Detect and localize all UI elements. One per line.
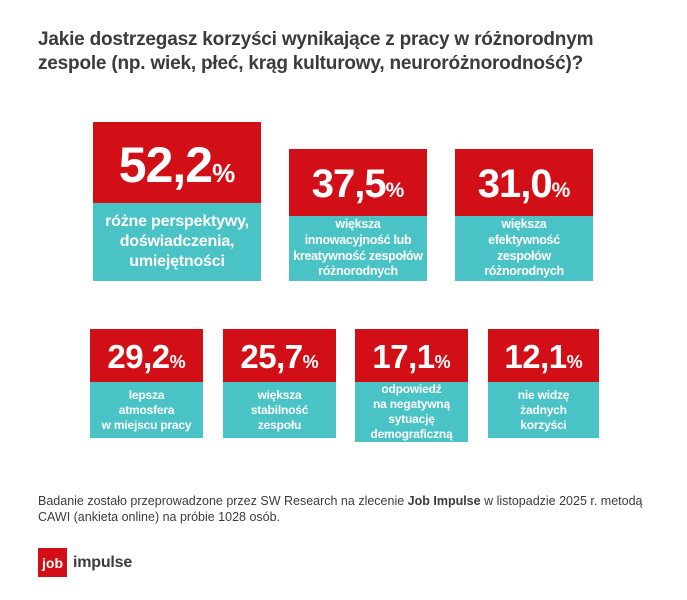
logo-job-square: job [38,548,67,577]
stat-value-line: 25,7% [240,338,318,376]
stat-value: 25,7 [240,338,303,375]
stat-value: 29,2 [107,338,170,375]
stat-value-line: 12,1% [504,338,582,376]
stat-label-panel: odpowiedź na negatywną sytuację demograf… [355,382,468,442]
logo-impulse-text: impulse [73,553,133,571]
stat-tile: 29,2% lepsza atmosfera w miejscu pracy [90,329,203,438]
stat-value-panel: 29,2% [90,329,203,382]
stat-label-panel: nie widzę żadnych korzyści [488,382,599,438]
stat-value-line: 17,1% [372,338,450,376]
stat-label: różne perspektywy, doświadczenia, umieję… [105,213,249,270]
methodology-note-prefix: Badanie zostało przeprowadzone przez SW … [38,494,408,508]
stat-value-line: 37,5% [312,162,405,207]
stat-tile: 12,1% nie widzę żadnych korzyści [488,329,599,438]
stat-tile: 52,2% różne perspektywy, doświadczenia, … [93,122,261,281]
stat-value: 17,1 [372,338,435,375]
methodology-note: Badanie zostało przeprowadzone przez SW … [38,494,668,525]
stat-label-panel: różne perspektywy, doświadczenia, umieję… [93,203,261,281]
percent-sign: % [385,178,405,202]
stat-label-panel: lepsza atmosfera w miejscu pracy [90,382,203,438]
percent-sign: % [212,157,236,188]
stat-label: większa efektywność zespołów różnorodnyc… [484,217,564,279]
stat-tile: 37,5% większa innowacyjność lub kreatywn… [289,149,427,281]
percent-sign: % [551,178,571,202]
percent-sign: % [566,352,583,372]
stat-tile: 25,7% większa stabilność zespołu [223,329,336,438]
stat-value-panel: 17,1% [355,329,468,382]
stat-value: 12,1 [504,338,567,375]
stat-value-panel: 37,5% [289,149,427,216]
brand-name-inline: Job Impulse [407,494,481,508]
stat-label-panel: większa efektywność zespołów różnorodnyc… [455,216,593,281]
stat-label: odpowiedź na negatywną sytuację demograf… [370,382,453,441]
stat-value-panel: 12,1% [488,329,599,382]
stat-value: 52,2 [118,136,213,193]
page-title: Jakie dostrzegasz korzyści wynikające z … [38,29,594,74]
job-impulse-logo: job impulse [38,548,132,577]
methodology-note-line2: CAWI (ankieta online) na próbie 1028 osó… [38,509,281,524]
stat-value-line: 31,0% [478,162,571,207]
stat-value: 31,0 [477,161,553,206]
percent-sign: % [302,352,319,372]
stat-value: 37,5 [311,161,387,206]
stat-label: większa stabilność zespołu [250,387,309,432]
methodology-note-line1-suffix: w listopadzie 2025 r. metodą [480,494,643,508]
stat-label: większa innowacyjność lub kreatywność ze… [293,217,423,279]
percent-sign: % [169,352,186,372]
stat-value-panel: 52,2% [93,122,261,203]
stat-label: nie widzę żadnych korzyści [517,387,570,432]
stat-tile: 31,0% większa efektywność zespołów różno… [455,149,593,281]
percent-sign: % [434,352,451,372]
stat-label-panel: większa innowacyjność lub kreatywność ze… [289,216,427,281]
stat-value-panel: 25,7% [223,329,336,382]
stat-value-line: 29,2% [107,338,185,376]
stat-value-panel: 31,0% [455,149,593,216]
stat-tile: 17,1% odpowiedź na negatywną sytuację de… [355,329,468,442]
stat-value-line: 52,2% [119,136,235,194]
stat-label: lepsza atmosfera w miejscu pracy [101,387,192,432]
stat-label-panel: większa stabilność zespołu [223,382,336,438]
